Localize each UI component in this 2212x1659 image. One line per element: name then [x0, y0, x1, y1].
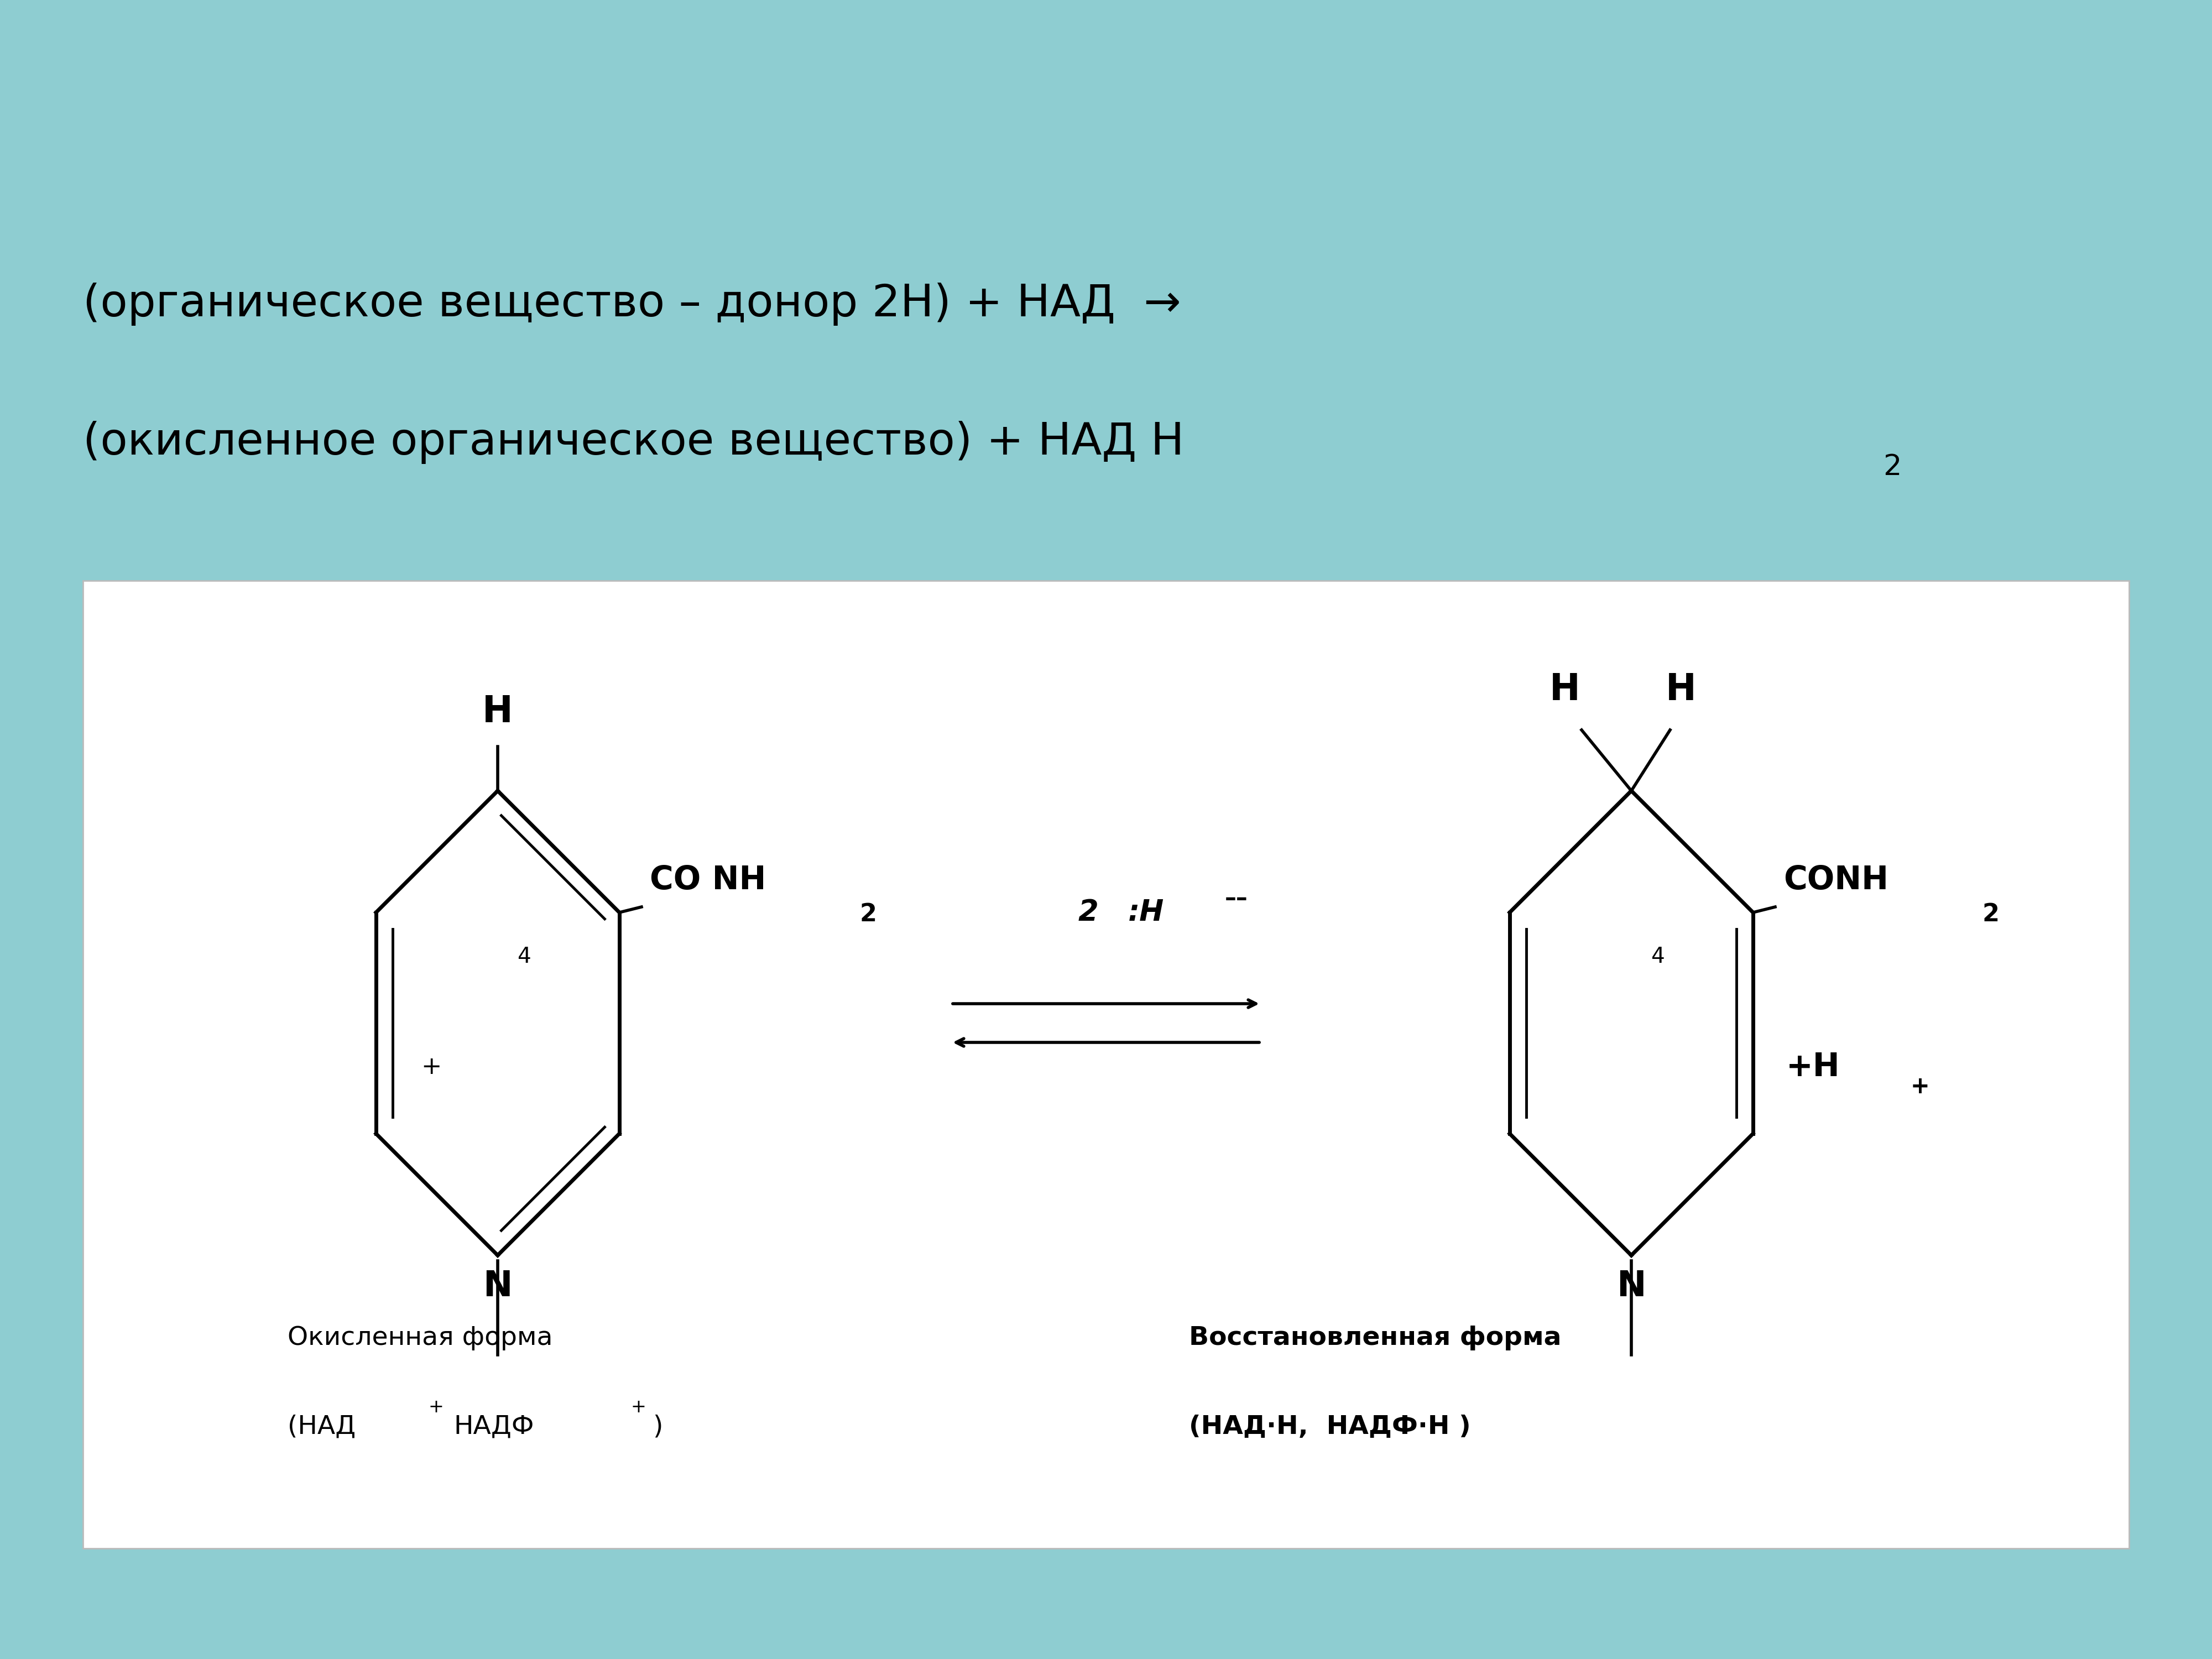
Text: H: H — [482, 693, 513, 730]
Text: H: H — [1666, 672, 1697, 708]
Text: +H: +H — [1785, 1052, 1840, 1083]
Text: N: N — [482, 1269, 513, 1304]
Text: 2: 2 — [860, 902, 876, 926]
Text: +: + — [1911, 1075, 1929, 1098]
Text: CONH: CONH — [1783, 864, 1889, 896]
Text: 2: 2 — [1882, 453, 1902, 481]
Text: 4: 4 — [518, 946, 531, 967]
Text: НАДФ: НАДФ — [453, 1413, 533, 1438]
Text: +: + — [630, 1399, 646, 1417]
Text: Окисленная форма: Окисленная форма — [288, 1326, 553, 1350]
Text: (окисленное органическое вещество) + НАД Н: (окисленное органическое вещество) + НАД… — [84, 421, 1183, 465]
Text: 2: 2 — [1982, 902, 2000, 926]
Text: N: N — [1617, 1269, 1646, 1304]
Text: +: + — [420, 1055, 442, 1080]
Text: CO NH: CO NH — [650, 864, 765, 896]
Text: (органическое вещество – донор 2Н) + НАД  →: (органическое вещество – донор 2Н) + НАД… — [84, 282, 1181, 325]
Text: (НАД: (НАД — [288, 1413, 356, 1438]
Text: ––: –– — [1225, 888, 1248, 911]
Text: Восстановленная форма: Восстановленная форма — [1190, 1326, 1562, 1350]
Text: 2: 2 — [1079, 898, 1108, 927]
Bar — [84, 581, 2128, 1548]
Text: :H: :H — [1128, 898, 1164, 927]
Text: 4: 4 — [1650, 946, 1663, 967]
Text: ): ) — [653, 1413, 664, 1438]
Text: H: H — [1551, 672, 1579, 708]
Text: +: + — [429, 1399, 445, 1417]
Text: (НАД·Н,  НАДФ·Н ): (НАД·Н, НАДФ·Н ) — [1190, 1413, 1471, 1438]
